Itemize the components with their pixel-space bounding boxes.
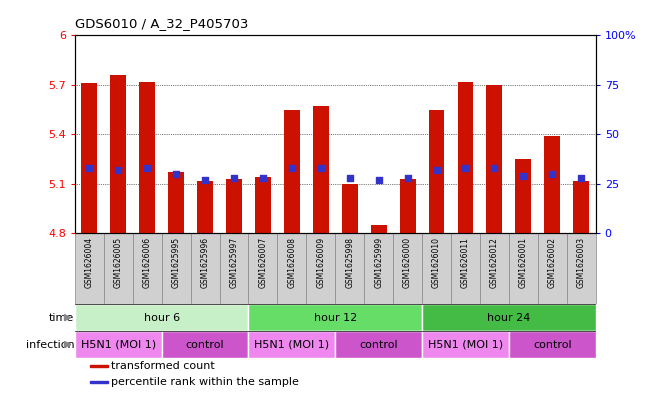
Text: GSM1625996: GSM1625996 xyxy=(201,237,210,288)
Bar xyxy=(75,331,161,358)
Text: GSM1626012: GSM1626012 xyxy=(490,237,499,288)
Bar xyxy=(393,233,422,304)
Bar xyxy=(364,233,393,304)
Text: GSM1626004: GSM1626004 xyxy=(85,237,94,288)
Bar xyxy=(139,82,155,233)
Bar xyxy=(197,181,213,233)
Bar xyxy=(161,233,191,304)
Point xyxy=(316,165,326,171)
Text: GSM1625999: GSM1625999 xyxy=(374,237,383,288)
Text: GSM1626009: GSM1626009 xyxy=(316,237,326,288)
Text: GSM1626005: GSM1626005 xyxy=(114,237,123,288)
Point xyxy=(171,171,182,177)
Text: GSM1626001: GSM1626001 xyxy=(519,237,528,288)
Text: H5N1 (MOI 1): H5N1 (MOI 1) xyxy=(428,340,503,349)
Point xyxy=(518,173,529,179)
Bar xyxy=(226,179,242,233)
Bar xyxy=(110,75,126,233)
Bar xyxy=(458,82,473,233)
Text: GSM1626010: GSM1626010 xyxy=(432,237,441,288)
Bar xyxy=(567,233,596,304)
Bar xyxy=(191,233,219,304)
Bar xyxy=(307,233,335,304)
Bar xyxy=(75,233,104,304)
Text: H5N1 (MOI 1): H5N1 (MOI 1) xyxy=(81,340,156,349)
Point xyxy=(402,175,413,181)
Point xyxy=(84,165,94,171)
Point xyxy=(547,171,557,177)
Point xyxy=(200,177,210,183)
Point xyxy=(576,175,587,181)
Bar xyxy=(161,331,249,358)
Text: control: control xyxy=(186,340,225,349)
Text: control: control xyxy=(359,340,398,349)
Text: GSM1625998: GSM1625998 xyxy=(345,237,354,288)
Bar xyxy=(342,184,357,233)
Text: GDS6010 / A_32_P405703: GDS6010 / A_32_P405703 xyxy=(75,17,248,30)
Bar xyxy=(277,233,307,304)
Text: GSM1625997: GSM1625997 xyxy=(230,237,238,288)
Point xyxy=(113,167,124,173)
Bar xyxy=(219,233,249,304)
Bar xyxy=(574,181,589,233)
Text: GSM1626007: GSM1626007 xyxy=(258,237,268,288)
Bar xyxy=(75,304,249,331)
Text: GSM1626003: GSM1626003 xyxy=(577,237,586,288)
Text: control: control xyxy=(533,340,572,349)
Point xyxy=(489,165,499,171)
Point xyxy=(460,165,471,171)
Text: hour 6: hour 6 xyxy=(144,312,180,323)
Bar xyxy=(422,331,509,358)
Text: hour 12: hour 12 xyxy=(314,312,357,323)
Bar xyxy=(249,233,277,304)
Bar xyxy=(480,233,509,304)
Bar xyxy=(428,110,445,233)
Point xyxy=(258,175,268,181)
Bar xyxy=(486,85,503,233)
Point xyxy=(374,177,384,183)
Bar xyxy=(422,304,596,331)
Text: GSM1626008: GSM1626008 xyxy=(287,237,296,288)
Point xyxy=(142,165,152,171)
Bar xyxy=(168,173,184,233)
Text: time: time xyxy=(49,312,74,323)
Point xyxy=(286,165,297,171)
Text: GSM1626006: GSM1626006 xyxy=(143,237,152,288)
Bar xyxy=(133,233,161,304)
Bar xyxy=(90,365,107,367)
Text: GSM1626000: GSM1626000 xyxy=(403,237,412,288)
Point xyxy=(432,167,442,173)
Bar xyxy=(255,177,271,233)
Bar xyxy=(335,233,364,304)
Text: H5N1 (MOI 1): H5N1 (MOI 1) xyxy=(255,340,329,349)
Bar xyxy=(544,136,561,233)
Text: infection: infection xyxy=(25,340,74,349)
Bar xyxy=(284,110,300,233)
Bar xyxy=(313,107,329,233)
Text: hour 24: hour 24 xyxy=(487,312,531,323)
Bar xyxy=(335,331,422,358)
Text: GSM1626011: GSM1626011 xyxy=(461,237,470,288)
Bar xyxy=(509,233,538,304)
Bar xyxy=(249,331,335,358)
Point xyxy=(229,175,239,181)
Bar xyxy=(249,304,422,331)
Bar xyxy=(422,233,451,304)
Bar xyxy=(516,159,531,233)
Bar xyxy=(81,83,97,233)
Bar xyxy=(400,179,415,233)
Bar xyxy=(90,381,107,383)
Bar xyxy=(451,233,480,304)
Text: GSM1626002: GSM1626002 xyxy=(547,237,557,288)
Bar xyxy=(538,233,567,304)
Bar xyxy=(509,331,596,358)
Text: GSM1625995: GSM1625995 xyxy=(172,237,180,288)
Text: transformed count: transformed count xyxy=(111,361,215,371)
Bar xyxy=(370,225,387,233)
Bar xyxy=(104,233,133,304)
Point xyxy=(344,175,355,181)
Text: percentile rank within the sample: percentile rank within the sample xyxy=(111,377,299,387)
